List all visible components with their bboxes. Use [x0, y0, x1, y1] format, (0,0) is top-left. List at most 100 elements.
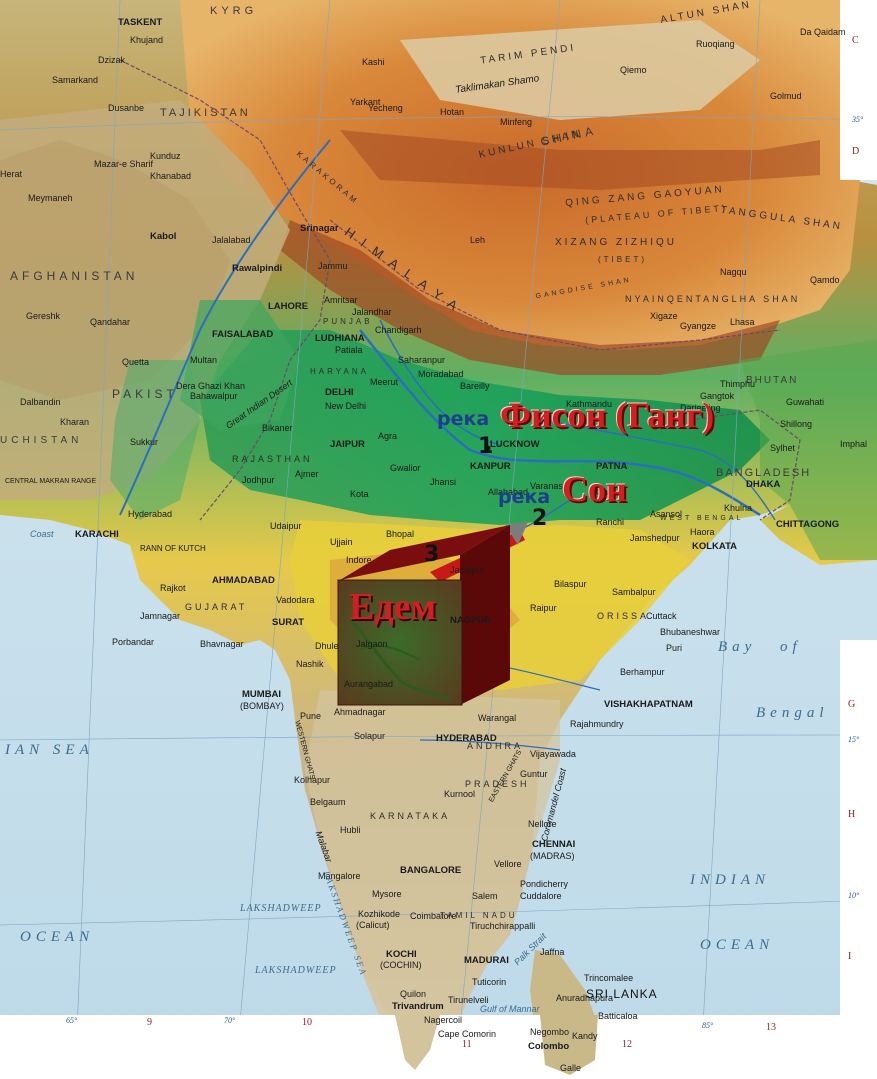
- city-label: Golmud: [770, 91, 802, 101]
- label-lakshadweep-2: LAKSHADWEEP: [255, 965, 337, 976]
- city-label: Belgaum: [310, 797, 346, 807]
- city-label: PATNA: [596, 461, 628, 472]
- city-label: Kunduz: [150, 151, 181, 161]
- city-label: BANGALORE: [400, 865, 462, 876]
- city-label: Patiala: [335, 345, 363, 355]
- region-label-haryana: HARYANA: [310, 367, 369, 376]
- city-label: Trincomalee: [584, 973, 634, 983]
- range-label-nyainqen: NYAINQENTANGLHA SHAN: [625, 294, 801, 304]
- grid-row-g: G: [848, 699, 856, 710]
- city-label: Kandy: [572, 1031, 598, 1041]
- grid-col-11: 11: [462, 1039, 472, 1050]
- range-label-xizang-sub: (TIBET): [598, 255, 647, 264]
- city-label: Rawalpindi: [232, 263, 283, 274]
- city-label: Puri: [666, 643, 683, 653]
- annotation-eden: Едем: [349, 586, 437, 628]
- southern-peninsula: [305, 690, 560, 1070]
- city-label: Hyderabad: [128, 509, 173, 519]
- city-label: Guntur: [520, 769, 548, 779]
- city-label: Aurangabad: [344, 679, 394, 689]
- city-label: Quilon: [400, 989, 427, 999]
- city-label: Gereshk: [26, 311, 61, 321]
- city-label: Tirunelveli: [448, 995, 489, 1005]
- city-label: Yarkant: [350, 97, 381, 107]
- city-label: LUDHIANA: [315, 333, 365, 344]
- city-label: Jalgaon: [356, 639, 388, 649]
- city-label: Pondicherry: [520, 879, 569, 889]
- city-label: Bhopal: [386, 529, 415, 539]
- krishna-river: [419, 739, 561, 751]
- city-label: Leh: [470, 235, 486, 245]
- grid-col-10: 10: [302, 1017, 312, 1028]
- label-coast: Coast: [30, 529, 54, 539]
- city-label: Trivandrum: [392, 1001, 444, 1012]
- india-tip: [395, 1015, 440, 1070]
- sea-label-bengal: Bengal: [756, 705, 829, 721]
- western-highlands: [0, 100, 290, 500]
- range-label-makran: CENTRAL MAKRAN RANGE: [5, 478, 97, 485]
- city-label: Batticaloa: [598, 1011, 638, 1021]
- city-label: Mazar-e Sharif: [94, 159, 154, 169]
- city-label: Dzizak: [98, 55, 126, 65]
- eden-river-1: [348, 618, 451, 702]
- city-label: Chandigarh: [375, 325, 422, 335]
- city-label: Bareilly: [460, 381, 490, 391]
- city-label: (COCHIN): [380, 960, 422, 970]
- city-label: Qamdo: [810, 275, 840, 285]
- city-label: Shillong: [780, 419, 813, 429]
- brahmaputra-delta: [539, 419, 776, 521]
- annotation-number-2: 2: [532, 506, 548, 531]
- city-label: Jhansi: [430, 477, 457, 487]
- city-label: Haora: [690, 527, 715, 537]
- city-label: Agra: [378, 431, 398, 441]
- city-label: Sylhet: [770, 443, 796, 453]
- gangetic-plain: [200, 330, 770, 525]
- city-label: Qandahar: [90, 317, 131, 327]
- region-label-punjab: PUNJAB: [323, 317, 373, 326]
- city-label: VISHAKHAPATNAM: [604, 699, 693, 710]
- ganges-river: [359, 329, 761, 517]
- city-label: Kolhapur: [294, 775, 331, 785]
- city-label: Nashik: [296, 659, 324, 669]
- city-label: Coimbatore: [410, 911, 457, 921]
- grid-col-12: 12: [622, 1039, 632, 1050]
- city-label: Vijayawada: [530, 749, 576, 759]
- eden-river-2: [359, 644, 421, 661]
- region-label-karnataka: KARNATAKA: [370, 811, 451, 821]
- city-label: KOLKATA: [692, 541, 738, 552]
- city-label: Minfeng: [500, 117, 533, 127]
- city-label: (MADRAS): [530, 851, 575, 861]
- city-label: Nagercoil: [424, 1015, 463, 1025]
- city-label: Vellore: [494, 859, 522, 869]
- city-label: Gaya: [596, 487, 618, 497]
- city-label: Kashi: [362, 57, 385, 67]
- city-label: Kurnool: [444, 789, 476, 799]
- punjab-plain: [180, 300, 300, 430]
- city-label: Kozhikode: [358, 909, 401, 919]
- annotation-number-3: 3: [424, 542, 440, 567]
- city-label: Solapur: [354, 731, 386, 741]
- region-label-rann-of-kutch: RANN OF KUTCH: [140, 544, 206, 553]
- sea-label-ocean-right: OCEAN: [700, 937, 775, 953]
- city-label: Khanabad: [150, 171, 192, 181]
- city-label: Herat: [0, 169, 23, 179]
- city-label: Bikaner: [262, 423, 293, 433]
- city-label: Jabalpur: [450, 565, 485, 575]
- region-label-orissa: ORISSA: [597, 611, 650, 621]
- northeast-hills: [740, 340, 877, 560]
- city-label: Udaipur: [270, 521, 302, 531]
- city-label: Rajahmundry: [570, 719, 624, 729]
- city-label: Mysore: [372, 889, 402, 899]
- city-label: Ahmadnagar: [334, 707, 386, 717]
- lon-85: 85°: [702, 1021, 714, 1030]
- country-label-bhutan: BHUTAN: [746, 375, 799, 386]
- city-label: Kharan: [60, 417, 90, 427]
- city-label: Saharanpur: [398, 355, 446, 365]
- eden-cube-front: [337, 579, 463, 706]
- city-label: Varanasi: [530, 481, 565, 491]
- annotation-fison: Фисон (Ганг): [500, 395, 715, 435]
- city-label: Dhule: [315, 641, 339, 651]
- city-label: Ruoqiang: [696, 39, 735, 49]
